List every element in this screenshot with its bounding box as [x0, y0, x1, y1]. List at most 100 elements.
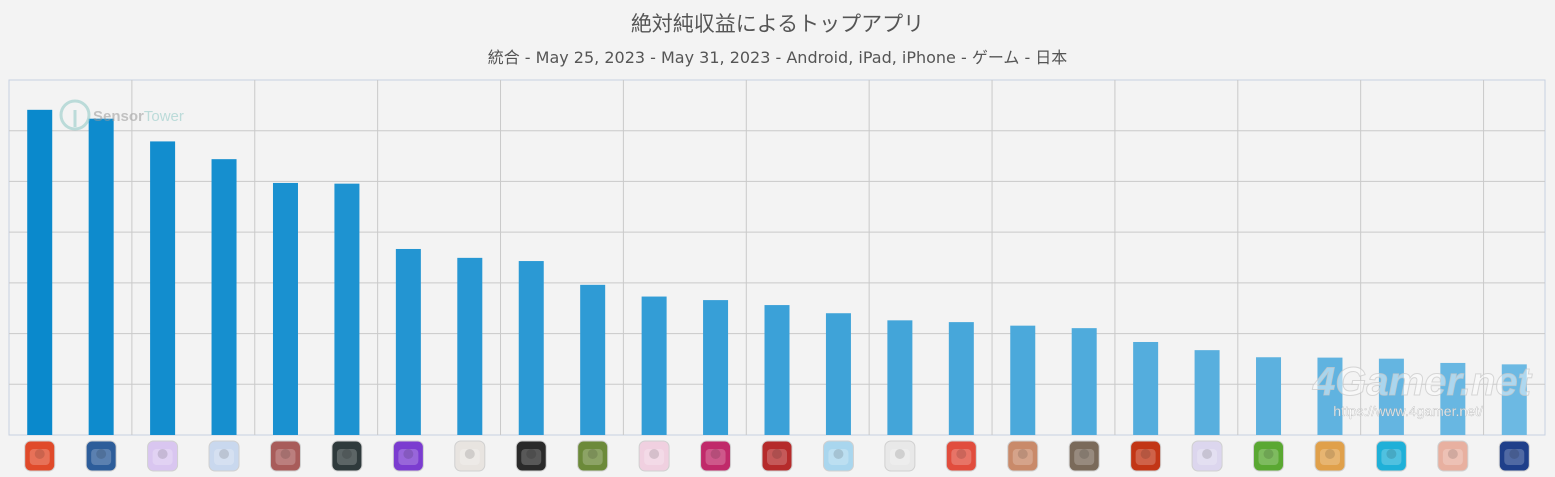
- bar-16[interactable]: [948, 322, 974, 435]
- app-icon-art: [1012, 449, 1033, 465]
- app-icon-19[interactable]: [1130, 440, 1162, 472]
- chart-title: 絶対純収益によるトップアプリ: [630, 12, 925, 36]
- app-icon-figure: [1079, 449, 1090, 459]
- app-icon-tile: [331, 440, 363, 472]
- app-icon-13[interactable]: [761, 440, 793, 472]
- app-icon-18[interactable]: [1068, 440, 1100, 472]
- app-icon-figure: [587, 449, 598, 459]
- app-icon-tile: [945, 440, 977, 472]
- app-icon-tile: [1253, 440, 1285, 472]
- app-icon-art: [459, 449, 480, 465]
- app-icon-figure: [772, 449, 782, 459]
- app-icon-figure: [1386, 449, 1397, 459]
- app-icon-tile: [638, 440, 670, 472]
- app-icon-20[interactable]: [1191, 440, 1223, 472]
- app-icon-8[interactable]: [454, 440, 486, 472]
- app-icon-figure: [1017, 449, 1028, 459]
- app-icon-tile: [208, 440, 240, 472]
- app-icon-3[interactable]: [147, 440, 179, 472]
- bar-14[interactable]: [825, 313, 851, 435]
- app-icon-tile: [392, 440, 424, 472]
- bar-10[interactable]: [580, 284, 606, 435]
- app-icon-figure: [1447, 449, 1458, 459]
- app-icon-figure: [464, 449, 475, 459]
- app-icon-tile: [884, 440, 916, 472]
- app-icon-art: [582, 449, 603, 465]
- app-icon-art: [767, 449, 787, 465]
- app-icon-2[interactable]: [85, 440, 117, 472]
- bar-2[interactable]: [88, 118, 114, 435]
- app-icon-art: [1074, 449, 1095, 465]
- bar-25[interactable]: [1501, 364, 1527, 435]
- app-icon-tile: [1191, 440, 1223, 472]
- app-icon-tile: [1498, 440, 1530, 472]
- app-icon-tile: [24, 440, 56, 472]
- bar-1[interactable]: [27, 109, 53, 435]
- app-icon-11[interactable]: [638, 440, 670, 472]
- app-icon-17[interactable]: [1007, 440, 1039, 472]
- app-icon-figure: [403, 449, 414, 459]
- bar-24[interactable]: [1440, 362, 1466, 435]
- bar-18[interactable]: [1071, 328, 1097, 435]
- app-icon-tile: [1068, 440, 1100, 472]
- app-icon-tile: [577, 440, 609, 472]
- app-icon-figure: [526, 449, 537, 459]
- app-icon-figure: [894, 449, 905, 459]
- app-icons: [24, 440, 1530, 472]
- app-icon-9[interactable]: [515, 440, 547, 472]
- bar-19[interactable]: [1133, 341, 1159, 435]
- bar-23[interactable]: [1378, 358, 1404, 435]
- app-icon-12[interactable]: [700, 440, 732, 472]
- bar-17[interactable]: [1010, 325, 1036, 435]
- app-icon-figure: [96, 449, 107, 459]
- app-icon-figure: [219, 449, 230, 459]
- app-icon-6[interactable]: [331, 440, 363, 472]
- bar-8[interactable]: [457, 257, 483, 435]
- app-icon-art: [644, 449, 665, 465]
- bar-3[interactable]: [150, 141, 176, 436]
- app-icon-tile: [1130, 440, 1162, 472]
- app-icon-16[interactable]: [945, 440, 977, 472]
- app-icon-10[interactable]: [577, 440, 609, 472]
- sensortower-logo-icon: [59, 99, 91, 131]
- bar-7[interactable]: [395, 248, 421, 435]
- app-icon-tile: [1375, 440, 1407, 472]
- bar-6[interactable]: [334, 183, 360, 435]
- app-icon-7[interactable]: [392, 440, 424, 472]
- app-icon-15[interactable]: [884, 440, 916, 472]
- app-icon-tile: [85, 440, 117, 472]
- app-icon-art: [1319, 449, 1340, 465]
- app-icon-25[interactable]: [1498, 440, 1530, 472]
- app-icon-14[interactable]: [822, 440, 854, 472]
- app-icon-art: [828, 449, 849, 465]
- bar-12[interactable]: [703, 300, 729, 435]
- bar-4[interactable]: [211, 159, 237, 436]
- sensortower-watermark: SensorTower: [59, 99, 184, 131]
- app-icon-art: [1135, 449, 1156, 465]
- bar-11[interactable]: [641, 296, 667, 435]
- app-icon-1[interactable]: [24, 440, 56, 472]
- app-icon-tile: [822, 440, 854, 472]
- app-icon-21[interactable]: [1253, 440, 1285, 472]
- bar-20[interactable]: [1194, 350, 1220, 435]
- bar-13[interactable]: [764, 305, 790, 435]
- chart-subtitle: 統合 - May 25, 2023 - May 31, 2023 - Andro…: [487, 48, 1068, 67]
- bar-5[interactable]: [272, 182, 298, 435]
- app-icon-art: [398, 449, 419, 465]
- bar-21[interactable]: [1256, 357, 1282, 435]
- app-icon-4[interactable]: [208, 440, 240, 472]
- app-icon-tile: [1314, 440, 1346, 472]
- bar-15[interactable]: [887, 320, 913, 435]
- app-icon-5[interactable]: [269, 440, 301, 472]
- app-icon-23[interactable]: [1375, 440, 1407, 472]
- app-icon-art: [521, 449, 542, 465]
- app-icon-24[interactable]: [1437, 440, 1469, 472]
- bar-22[interactable]: [1317, 357, 1343, 435]
- app-icon-figure: [1324, 449, 1335, 459]
- app-icon-figure: [833, 449, 844, 459]
- app-icon-figure: [956, 449, 967, 459]
- app-icon-22[interactable]: [1314, 440, 1346, 472]
- bar-9[interactable]: [518, 261, 544, 435]
- 4gamer-logo-text: 4Gamer.net: [1312, 360, 1533, 404]
